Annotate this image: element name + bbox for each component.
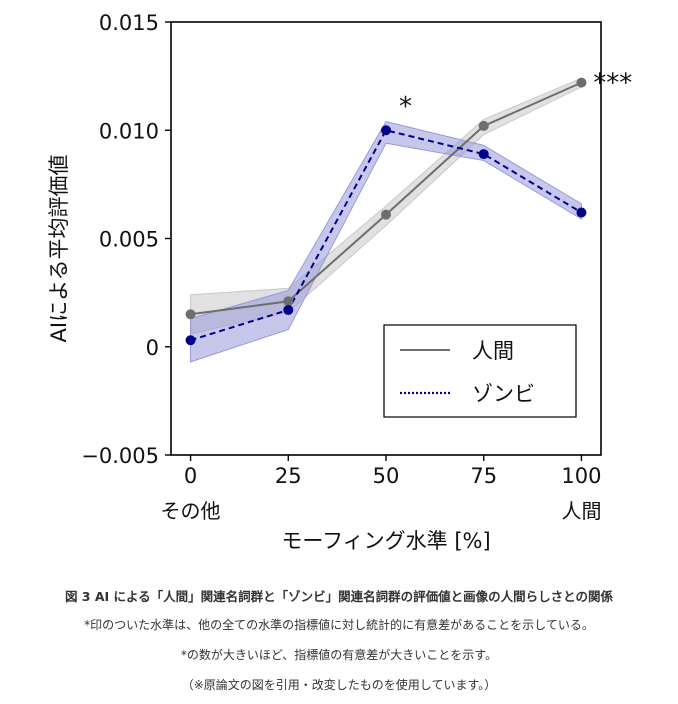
series-line-zombie	[190, 129, 582, 342]
confidence-band-human	[190, 77, 582, 335]
legend-box	[383, 324, 577, 418]
x-tick-label: 0	[184, 464, 197, 488]
data-point-human	[185, 309, 196, 320]
x-sublabel-left: その他	[161, 499, 221, 523]
data-point-zombie	[478, 149, 489, 160]
y-tick-label: 0.010	[99, 119, 159, 143]
legend-label-zombie: ゾンビ	[472, 382, 535, 406]
y-axis-ticks: −0.005 0 0.005 0.010 0.015	[81, 11, 171, 468]
series-line-human	[190, 81, 582, 316]
x-tick-label: 25	[275, 464, 302, 488]
series-points	[185, 77, 587, 346]
confidence-bands	[190, 77, 582, 363]
significance-marker: *	[399, 92, 412, 122]
x-axis-ticks: 0 25 50 75 100	[184, 455, 602, 488]
y-tick-label: −0.005	[81, 444, 159, 468]
y-tick-label: 0.015	[99, 11, 159, 35]
legend-label-human: 人間	[472, 339, 514, 363]
y-axis-label: AIによる平均評価値	[47, 155, 71, 343]
figure-caption-title: 図 3 AI による「人間」関連名詞群と「ゾンビ」関連名詞群の評価値と画像の人間…	[64, 589, 614, 604]
data-point-human	[381, 209, 391, 220]
x-sublabel-right: 人間	[561, 499, 601, 523]
figure-caption-line-2: *の数が大きいほど、指標値の有意差が大きいことを示す。	[180, 648, 498, 662]
data-point-human	[478, 120, 489, 131]
x-axis-label: モーフィング水準 [%]	[281, 529, 490, 553]
data-point-human	[576, 77, 587, 88]
y-tick-label: 0.005	[99, 228, 159, 252]
legend: 人間 ゾンビ	[383, 324, 577, 418]
data-point-zombie	[576, 207, 587, 218]
x-tick-label: 75	[470, 464, 497, 488]
significance-marker: ***	[593, 68, 632, 98]
data-point-zombie	[185, 335, 196, 346]
x-tick-label: 50	[373, 464, 400, 488]
data-point-human	[283, 296, 294, 307]
y-tick-label: 0	[146, 336, 159, 360]
data-point-zombie	[381, 125, 391, 136]
x-tick-label: 100	[561, 464, 601, 488]
significance-annotations: ****	[399, 68, 632, 122]
figure-caption-line-1: *印のついた水準は、他の全ての水準の指標値に対し統計的に有意差があることを示して…	[84, 618, 594, 632]
data-point-zombie	[283, 304, 294, 315]
figure-caption-line-3: （※原論文の図を引用・改変したものを使用しています。）	[181, 678, 497, 692]
